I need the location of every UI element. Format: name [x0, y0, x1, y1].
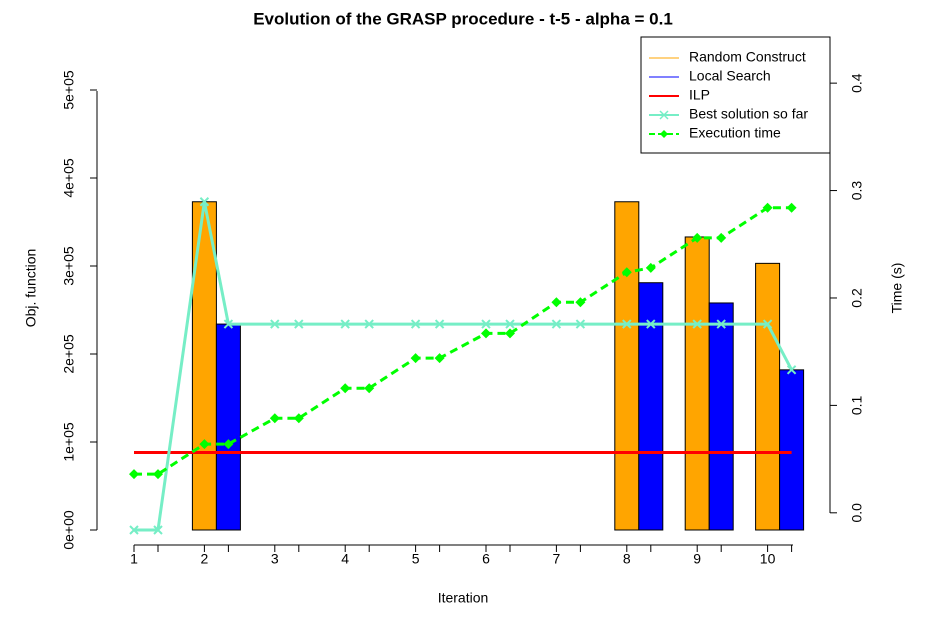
- legend-label: ILP: [689, 87, 710, 103]
- marker: [269, 413, 280, 424]
- y2-axis-label: Time (s): [889, 263, 905, 314]
- x-tick-label: 8: [623, 551, 631, 567]
- marker: [340, 383, 351, 394]
- bar: [684, 236, 710, 531]
- marker: [762, 202, 773, 213]
- x-tick-label: 4: [341, 551, 349, 567]
- marker: [692, 319, 702, 329]
- marker: [199, 197, 210, 207]
- x-tick-label: 3: [271, 551, 279, 567]
- line: [134, 206, 792, 476]
- bar: [708, 302, 734, 531]
- x-axis-label: Iteration: [438, 590, 489, 606]
- legend-marker: [660, 130, 668, 138]
- x-tick-label: 1: [130, 551, 138, 567]
- marker: [551, 297, 562, 308]
- marker: [762, 319, 773, 329]
- x-tick-label: 9: [693, 551, 701, 567]
- marker: [716, 232, 727, 243]
- marker: [340, 319, 350, 329]
- line: [134, 201, 793, 532]
- marker: [199, 439, 210, 450]
- marker: [481, 328, 491, 339]
- bar: [755, 262, 781, 531]
- y-tick-label: 3e+05: [61, 246, 77, 286]
- marker: [153, 469, 163, 480]
- marker: [575, 297, 586, 308]
- marker: [223, 319, 234, 329]
- y-tick-label: 5e+05: [61, 70, 77, 110]
- y2-tick-label: 0.2: [849, 288, 865, 308]
- marker: [270, 319, 280, 329]
- y2-tick-label: 0.0: [849, 503, 865, 523]
- marker: [129, 525, 139, 535]
- x-tick-label: 10: [760, 551, 776, 567]
- legend-marker: [659, 110, 669, 120]
- legend-label: Local Search: [689, 68, 771, 84]
- marker: [410, 353, 421, 364]
- bar: [614, 201, 640, 531]
- marker: [505, 328, 515, 339]
- marker: [716, 319, 726, 329]
- marker: [434, 319, 445, 329]
- marker: [622, 319, 632, 329]
- y-tick-label: 1e+05: [61, 422, 77, 462]
- marker: [153, 525, 163, 535]
- marker: [481, 319, 491, 329]
- marker: [434, 353, 445, 364]
- marker: [575, 319, 586, 329]
- bar: [638, 282, 664, 531]
- marker: [551, 319, 562, 329]
- y-tick-label: 2e+05: [61, 334, 77, 374]
- marker: [293, 413, 304, 424]
- y2-tick-label: 0.1: [849, 395, 865, 415]
- y-tick-label: 4e+05: [61, 158, 77, 198]
- marker: [645, 262, 656, 273]
- chart-title: Evolution of the GRASP procedure - t-5 -…: [253, 9, 673, 28]
- marker: [129, 469, 139, 480]
- bar: [779, 369, 805, 531]
- marker: [646, 319, 656, 329]
- y-tick-label: 0e+00: [61, 510, 77, 550]
- y2-tick-label: 0.3: [849, 181, 865, 201]
- marker: [223, 439, 234, 450]
- marker: [505, 319, 515, 329]
- legend-label: Execution time: [689, 125, 781, 141]
- marker: [692, 232, 703, 243]
- marker: [786, 365, 797, 375]
- marker: [364, 319, 374, 329]
- y2-tick-label: 0.4: [849, 73, 865, 93]
- marker: [294, 319, 304, 329]
- marker: [786, 202, 797, 213]
- x-tick-label: 6: [482, 551, 490, 567]
- legend-label: Random Construct: [689, 49, 806, 65]
- marker: [621, 267, 632, 278]
- marker: [364, 383, 375, 394]
- x-tick-label: 5: [412, 551, 420, 567]
- y-axis-label: Obj. function: [23, 249, 39, 328]
- bar: [215, 323, 241, 531]
- x-tick-label: 2: [201, 551, 209, 567]
- legend-label: Best solution so far: [689, 106, 808, 122]
- marker: [410, 319, 421, 329]
- x-tick-label: 7: [553, 551, 561, 567]
